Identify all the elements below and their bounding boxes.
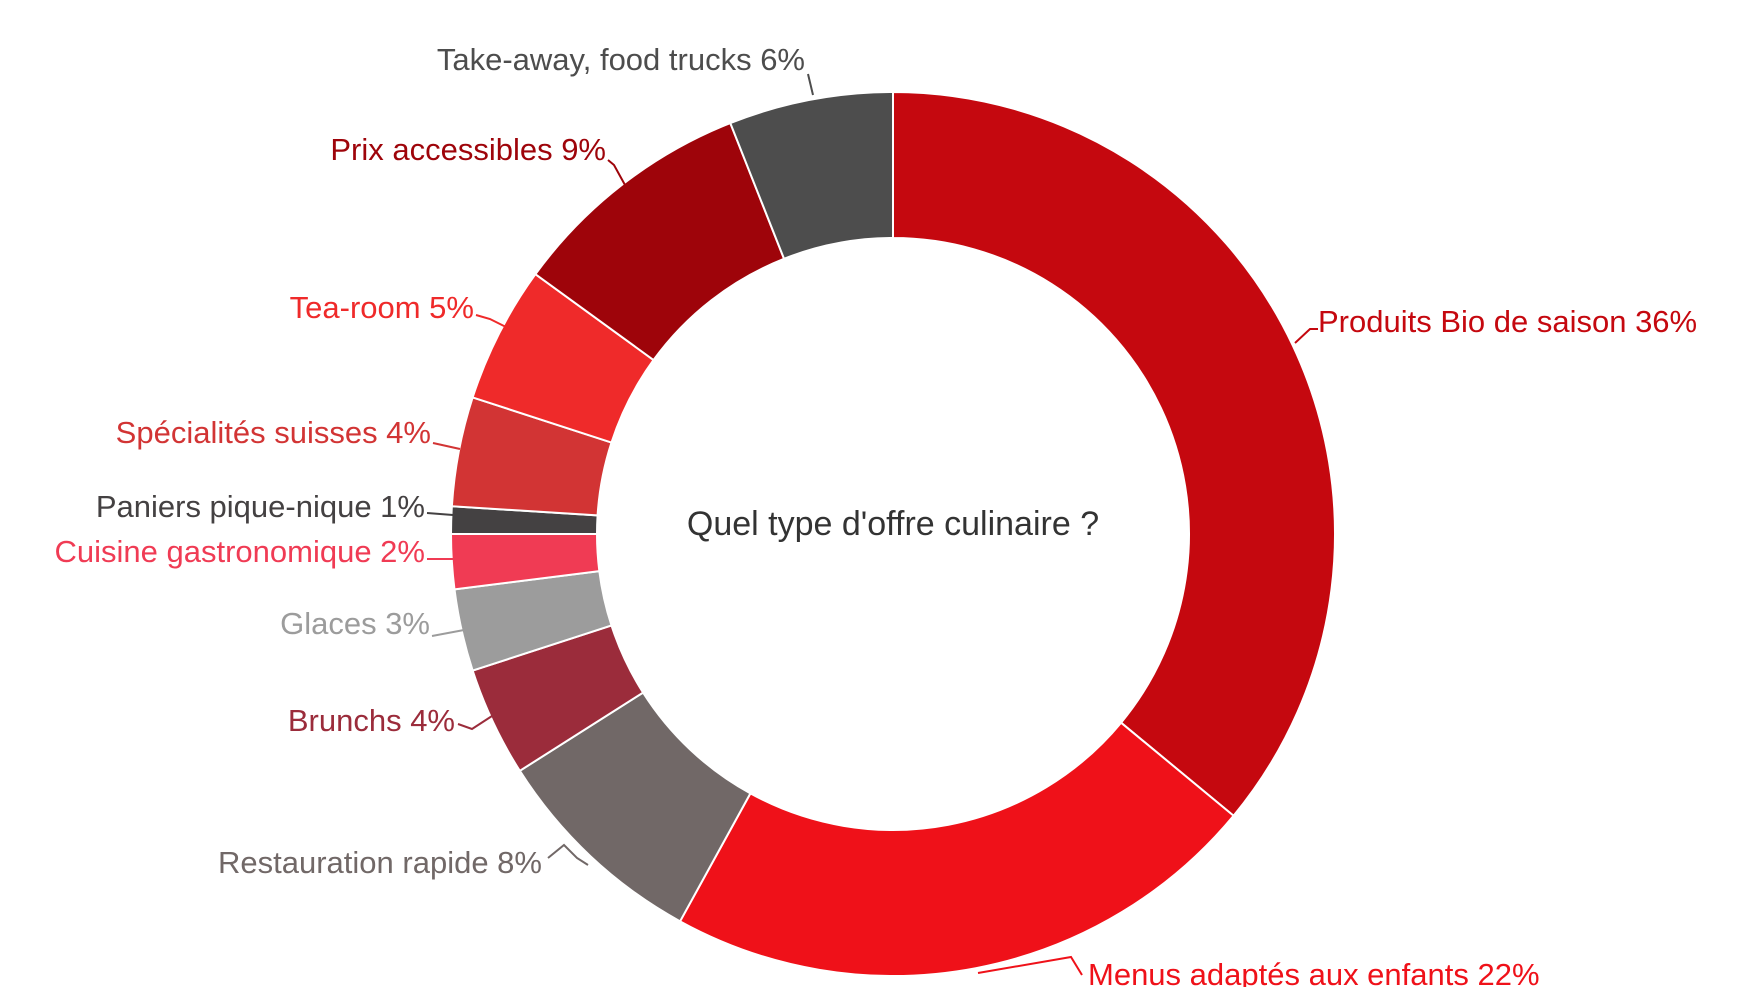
slice-label: Cuisine gastronomique 2% — [55, 534, 426, 569]
leader-line — [807, 73, 814, 96]
pie-slice — [678, 721, 1235, 977]
labels-group: Produits Bio de saison 36% Menus adaptés … — [55, 42, 1698, 987]
slice-label: Glaces 3% — [280, 606, 430, 641]
chart-title: Quel type d'offre culinaire ? — [687, 505, 1099, 543]
leader-line — [457, 715, 493, 731]
slice-label: Prix accessibles 9% — [330, 132, 606, 167]
leader-line — [431, 629, 465, 637]
slice-label: Paniers pique-nique 1% — [96, 489, 425, 524]
leader-line — [547, 843, 589, 866]
slices-group — [449, 90, 1336, 977]
slice-label: Brunchs 4% — [288, 703, 455, 738]
leader-line — [426, 512, 454, 516]
slice-label: Spécialités suisses 4% — [116, 415, 431, 450]
pie-slice — [892, 90, 1336, 818]
slice-label: Restauration rapide 8% — [218, 845, 542, 880]
slice-label: Tea-room 5% — [290, 290, 474, 325]
pie-slice — [728, 90, 894, 261]
slice-label: Menus adaptés aux enfants 22% — [1088, 957, 1540, 987]
leader-line — [1294, 328, 1318, 344]
leader-line — [977, 955, 1083, 976]
leader-line — [475, 314, 509, 329]
slice-label: Produits Bio de saison 36% — [1318, 304, 1697, 339]
leader-lines-group — [426, 73, 1318, 976]
leader-line — [607, 159, 626, 186]
leader-line — [432, 442, 461, 450]
slice-label: Take-away, food trucks 6% — [437, 42, 805, 77]
